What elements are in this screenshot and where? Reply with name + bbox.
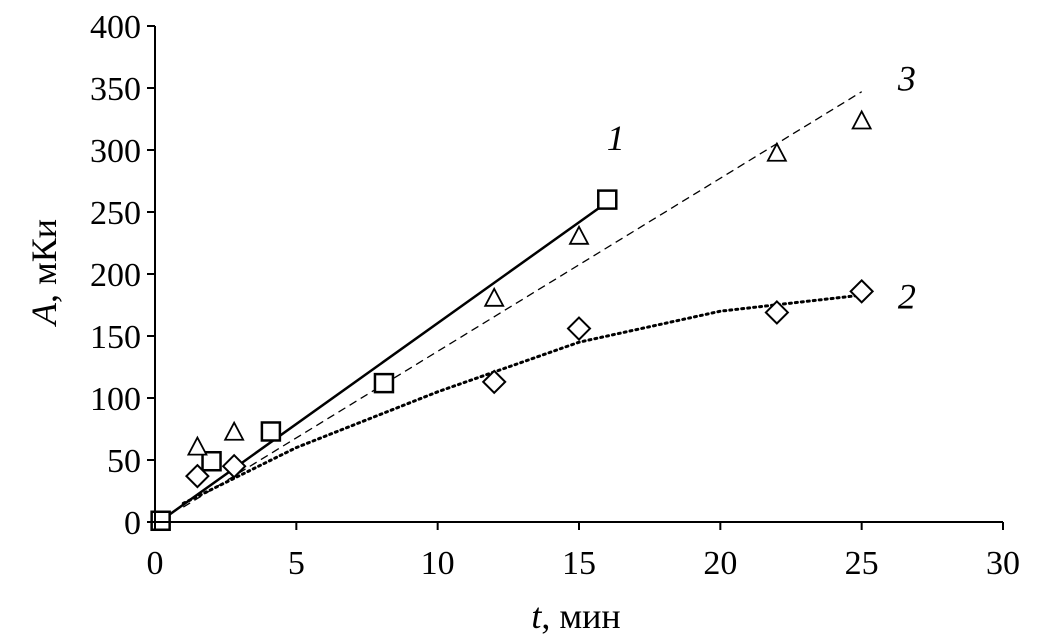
series-label-3: 3 <box>897 58 916 98</box>
x-tick-label: 0 <box>147 545 164 582</box>
y-tick-label: 50 <box>107 443 141 480</box>
marker-diamond <box>221 453 247 479</box>
trend-line-3 <box>182 91 863 508</box>
marker-square <box>373 372 395 394</box>
y-tick-label: 100 <box>90 381 141 418</box>
marker-diamond <box>566 316 592 341</box>
y-tick-label: 400 <box>90 9 141 46</box>
marker-diamond <box>849 278 875 304</box>
trend-lines <box>159 91 864 522</box>
marker-diamond <box>764 300 790 325</box>
x-tick-label: 5 <box>288 545 305 582</box>
trend-line-2 <box>181 293 864 505</box>
marker-square <box>201 450 222 472</box>
y-tick-label: 150 <box>90 319 141 356</box>
y-axis-var: A <box>24 302 64 327</box>
marker-triangle <box>186 435 208 456</box>
marker-triangle <box>766 141 788 162</box>
marker-diamond <box>184 463 210 489</box>
x-tick-label: 10 <box>421 545 455 582</box>
x-tick-label: 25 <box>845 545 879 582</box>
marker-square <box>260 421 282 442</box>
axes <box>147 25 1004 530</box>
x-tick-label: 30 <box>986 545 1020 582</box>
x-axis-var: t <box>531 596 542 636</box>
trend-line-1 <box>159 201 609 522</box>
data-markers <box>150 109 875 532</box>
marker-triangle <box>568 224 590 245</box>
series-labels: 1 2 3 <box>607 58 916 316</box>
x-axis-title: t, мин <box>531 596 620 636</box>
marker-triangle <box>223 420 245 441</box>
x-tick-label: 20 <box>703 545 737 582</box>
y-tick-label: 300 <box>90 133 141 170</box>
x-tick-label: 15 <box>562 545 596 582</box>
y-tick-label: 0 <box>124 505 141 542</box>
series-label-2: 2 <box>898 277 916 317</box>
marker-diamond <box>481 369 507 395</box>
y-axis-rest: , мКи <box>24 219 64 303</box>
y-tick-label: 250 <box>90 195 141 232</box>
x-axis-rest: , мин <box>541 596 620 636</box>
marker-square <box>150 510 171 532</box>
y-tick-label: 350 <box>90 71 141 108</box>
marker-square <box>597 189 618 210</box>
tick-labels: 0 50 100 150 200 250 300 350 400 0 5 10 15 20 25 30 <box>90 9 1020 582</box>
y-axis-title: A, мКи <box>24 219 64 327</box>
series-label-1: 1 <box>607 118 625 158</box>
y-tick-label: 200 <box>90 257 141 294</box>
marker-triangle <box>483 286 505 307</box>
marker-triangle <box>851 109 873 130</box>
